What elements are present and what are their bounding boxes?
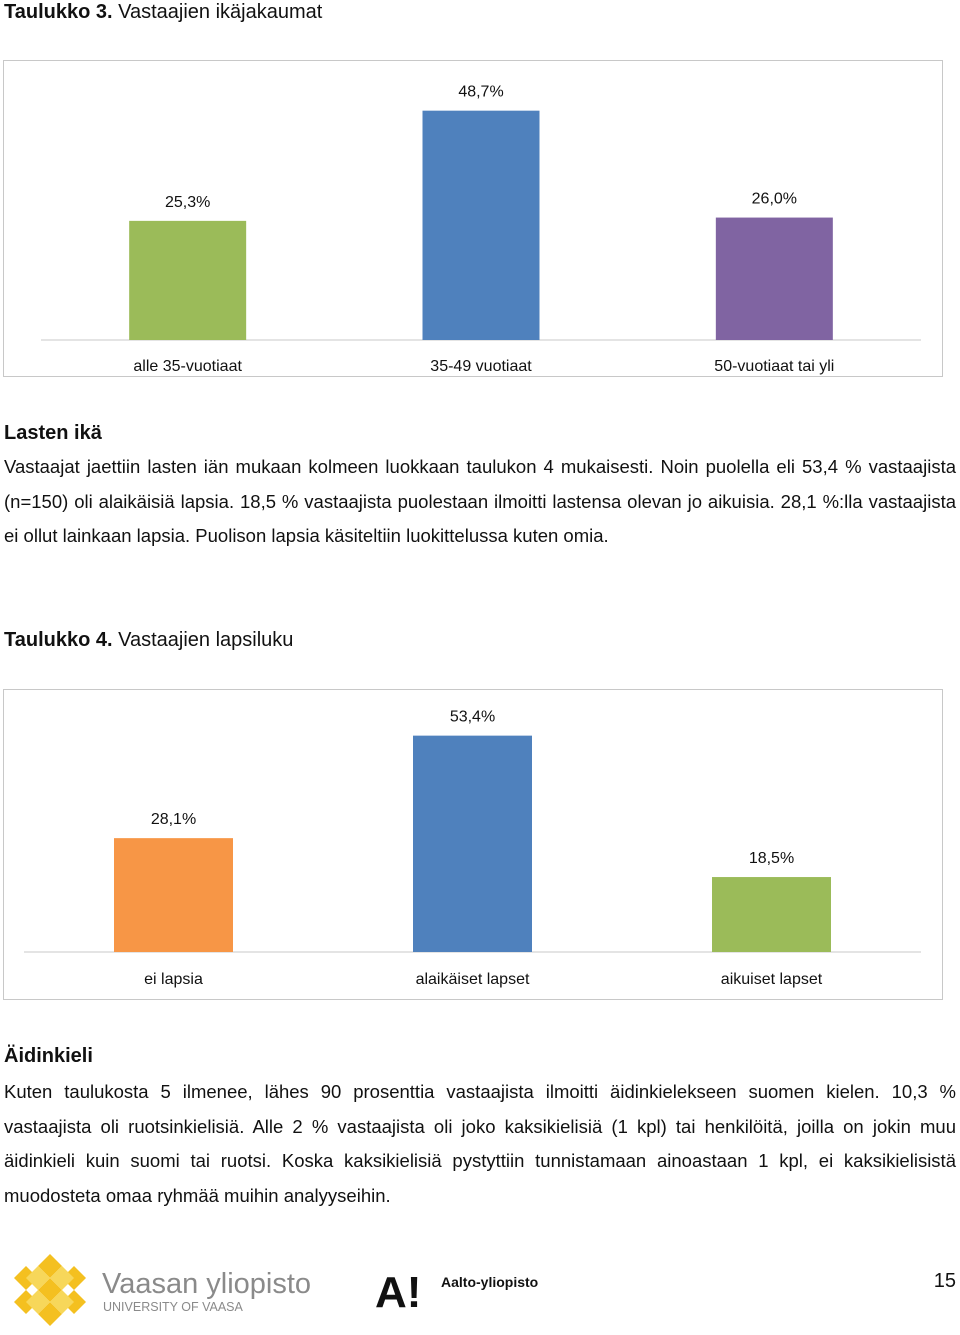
bar <box>715 217 833 340</box>
table3-caption: Taulukko 3. Vastaajien ikäjakaumat <box>4 1 322 24</box>
age-distribution-chart: 25,3% alle 35-vuotiaat 48,7% 35-49 vuotiaat… <box>3 60 943 377</box>
child-count-chart: 28,1% ei lapsia 53,4% alaikäiset lapset 18,5… <box>3 689 943 1000</box>
paragraph-child-age: Vastaajat jaettiin lasten iän mukaan kol… <box>4 456 956 546</box>
section-paragraph-child-age: Vastaajat jaettiin lasten iän mukaan kol… <box>4 450 956 554</box>
bar <box>712 877 831 952</box>
category-label: alle 35-vuotiaat <box>133 358 242 375</box>
section-paragraph-mother-tongue: Kuten taulukosta 5 ilmenee, lähes 90 pro… <box>4 1075 956 1213</box>
data-label: 48,7% <box>458 84 503 101</box>
bar <box>114 838 233 952</box>
bar <box>129 220 247 340</box>
aalto-logo-text: Aalto-yliopisto <box>441 1274 539 1290</box>
data-label: 28,1% <box>151 811 196 828</box>
table4-title: Vastaajien lapsiluku <box>118 629 294 651</box>
category-label: 50-vuotiaat tai yli <box>714 358 834 375</box>
bar <box>413 735 532 952</box>
table3-label: Taulukko 3. <box>4 1 113 23</box>
category-label: aikuiset lapset <box>721 971 823 988</box>
category-label: ei lapsia <box>144 971 203 988</box>
category-label: alaikäiset lapset <box>416 971 530 988</box>
vaasa-logo: Vaasan yliopisto UNIVERSITY OF VAASA <box>10 1252 312 1332</box>
page-number: 15 <box>933 1270 956 1292</box>
table4-caption: Taulukko 4. Vastaajien lapsiluku <box>4 629 293 652</box>
vaasa-logo-main-text: Vaasan yliopisto <box>102 1268 312 1300</box>
table4-label: Taulukko 4. <box>4 629 113 651</box>
vaasa-logo-sub-text: UNIVERSITY OF VAASA <box>103 1300 243 1314</box>
table3-title: Vastaajien ikäjakaumat <box>118 1 323 23</box>
category-label: 35-49 vuotiaat <box>430 358 532 375</box>
child-count-chart-svg: 28,1% ei lapsia 53,4% alaikäiset lapset 18,5… <box>24 709 921 988</box>
age-distribution-chart-svg: 25,3% alle 35-vuotiaat 48,7% 35-49 vuotiaat… <box>41 84 921 375</box>
aalto-logo-letter: A! <box>375 1268 422 1317</box>
data-label: 53,4% <box>450 709 495 726</box>
section-heading-child-age: Lasten ikä <box>4 422 102 444</box>
bar <box>422 110 540 341</box>
aalto-logo: A! Aalto-yliopisto <box>375 1270 575 1320</box>
vaasa-emblem-icon <box>14 1254 86 1326</box>
data-label: 18,5% <box>749 850 794 867</box>
paragraph-mother-tongue: Kuten taulukosta 5 ilmenee, lähes 90 pro… <box>4 1081 956 1206</box>
section-heading-mother-tongue: Äidinkieli <box>4 1045 93 1067</box>
data-label: 26,0% <box>752 191 797 208</box>
data-label: 25,3% <box>165 194 210 211</box>
